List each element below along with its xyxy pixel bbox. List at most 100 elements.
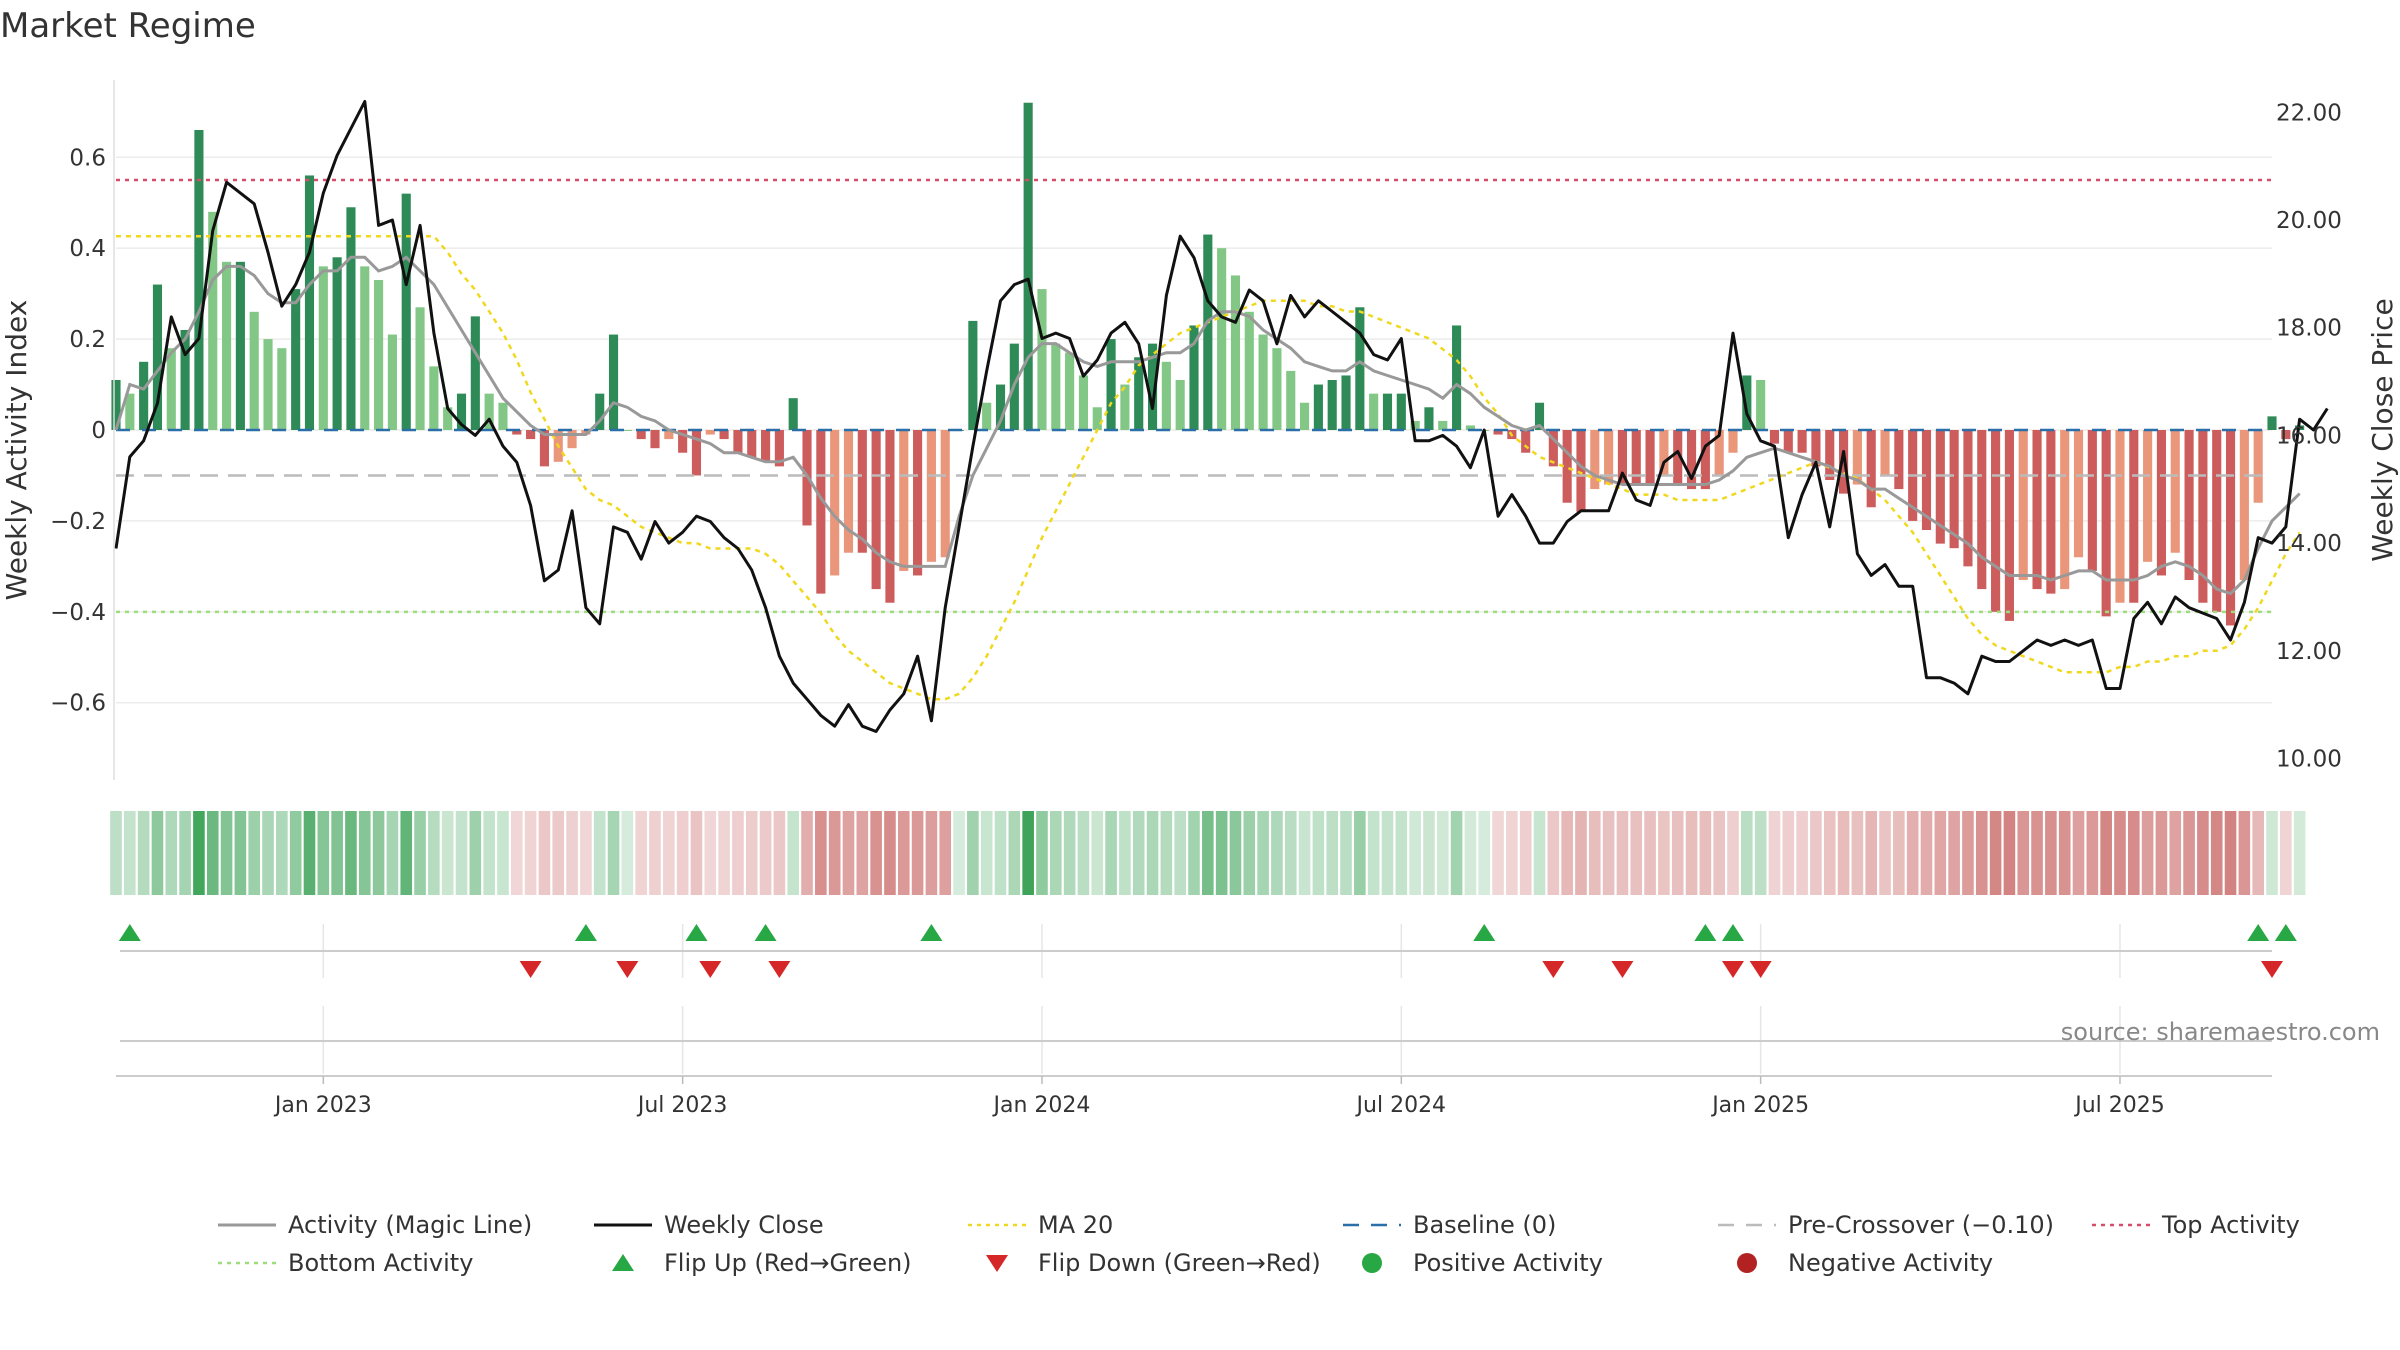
left-axis-title: Weekly Activity Index [0, 300, 33, 601]
regime-strip-cell [1906, 811, 1919, 895]
regime-strip-cell [2280, 811, 2292, 895]
activity-bar [2281, 430, 2291, 440]
activity-bar [1548, 430, 1558, 467]
regime-strip-cell [1202, 811, 1214, 895]
regime-strip-cell [842, 811, 855, 895]
date-tick-label: Jan 2025 [1710, 1093, 1809, 1118]
flip-up-marker [574, 924, 597, 941]
regime-strip-cell [1298, 811, 1311, 895]
activity-bar [1686, 430, 1697, 490]
legend-swatch [1362, 1253, 1382, 1273]
legend-label: Baseline (0) [1413, 1211, 1556, 1239]
right-tick-label: 10.00 [2276, 746, 2342, 772]
regime-strip-cell [994, 811, 1007, 895]
flip-down-marker [616, 961, 639, 978]
activity-bar [1189, 325, 1199, 430]
regime-strip-cell [1920, 811, 1933, 895]
left-tick-label: −0.4 [50, 600, 106, 626]
regime-strip-cell [1271, 811, 1283, 895]
activity-bar [415, 307, 425, 430]
activity-bar [1410, 420, 1420, 430]
reference-lines [116, 178, 2272, 614]
legend-item: Flip Down (Green→Red) [986, 1249, 1321, 1277]
activity-bar [1534, 402, 1545, 430]
regime-strip-cell [483, 811, 495, 895]
regime-strip-cell [1644, 811, 1656, 895]
activity-bar [567, 430, 577, 449]
regime-strip-cell [2017, 811, 2030, 895]
regime-strip-cell [649, 811, 661, 895]
activity-bar [277, 348, 287, 430]
regime-strip-cell [1229, 811, 1242, 895]
regime-strip-cell [870, 811, 882, 895]
page-title: Market Regime [0, 6, 256, 46]
right-tick-label: 18.00 [2276, 316, 2342, 342]
activity-bar [1493, 430, 1503, 435]
regime-strip-cell [967, 811, 979, 895]
activity-bar [1783, 430, 1793, 453]
regime-strip-cell [1063, 811, 1076, 895]
activity-bar [1935, 430, 1945, 544]
regime-strip-cell [593, 811, 606, 895]
legend-label: Positive Activity [1413, 1249, 1603, 1277]
regime-strip-cell [1146, 811, 1159, 895]
regime-strip-cell [414, 811, 426, 895]
regime-strip-cell [1395, 811, 1408, 895]
activity-bar [2087, 430, 2097, 571]
activity-bar [1438, 420, 1448, 430]
activity-bar [2253, 430, 2263, 503]
activity-bar [1092, 407, 1102, 430]
weekly-close-line [114, 100, 2329, 733]
activity-bar [1355, 307, 1365, 430]
activity-bar [1866, 430, 1876, 508]
legend-label: Weekly Close [664, 1211, 824, 1239]
flip-down-marker [2261, 961, 2283, 978]
activity-bar [1037, 289, 1047, 430]
activity-bar [401, 193, 411, 430]
activity-bar [2267, 416, 2277, 430]
legend-label: Negative Activity [1788, 1249, 1993, 1277]
activity-bar [1604, 430, 1614, 485]
regime-strip-cell [1326, 811, 1339, 895]
activity-bar [2046, 430, 2056, 594]
regime-strip-cell [1312, 811, 1325, 895]
activity-bar [1590, 430, 1600, 490]
activity-bar [1078, 375, 1088, 430]
activity-bar [1147, 343, 1158, 430]
regime-strip-cell [1409, 811, 1421, 895]
activity-bar [1327, 380, 1337, 430]
regime-strip-cell [1215, 811, 1228, 895]
activity-bar [2225, 430, 2236, 626]
regime-strip-cell [510, 811, 523, 895]
activity-bar [360, 266, 370, 430]
activity-bar [1051, 343, 1061, 430]
flip-down-marker [1542, 961, 1565, 978]
legend-item: Flip Up (Red→Green) [612, 1249, 912, 1277]
legend-item: Bottom Activity [218, 1249, 473, 1277]
activity-bar [1977, 430, 1987, 590]
source-label: source: sharemaestro.com [2061, 1018, 2380, 1046]
regime-strip-cell [1049, 811, 1062, 895]
regime-strip-cell [1713, 811, 1725, 895]
date-tick-label: Jan 2024 [992, 1093, 1091, 1118]
activity-bar [2170, 430, 2180, 553]
activity-bar [1120, 384, 1130, 430]
regime-strip-cell [1685, 811, 1698, 895]
flip-up-marker [920, 924, 943, 941]
regime-strip-cell [289, 811, 302, 895]
activity-bar [2101, 430, 2111, 617]
regime-strip-cell [2238, 811, 2251, 895]
activity-bar [747, 430, 757, 458]
regime-strip-cell [2197, 811, 2209, 895]
regime-strip-cell [663, 811, 675, 895]
activity-bar [152, 284, 163, 430]
regime-strip-cell [1671, 811, 1684, 895]
activity-bar [443, 407, 453, 430]
regime-strip-cell [303, 811, 316, 895]
left-tick-label: 0 [91, 418, 106, 444]
activity-bar [1576, 430, 1586, 512]
activity-bar [2018, 430, 2028, 580]
activity-bar [346, 207, 356, 430]
regime-strip-cell [2141, 811, 2154, 895]
legend-item: Negative Activity [1737, 1249, 1993, 1277]
